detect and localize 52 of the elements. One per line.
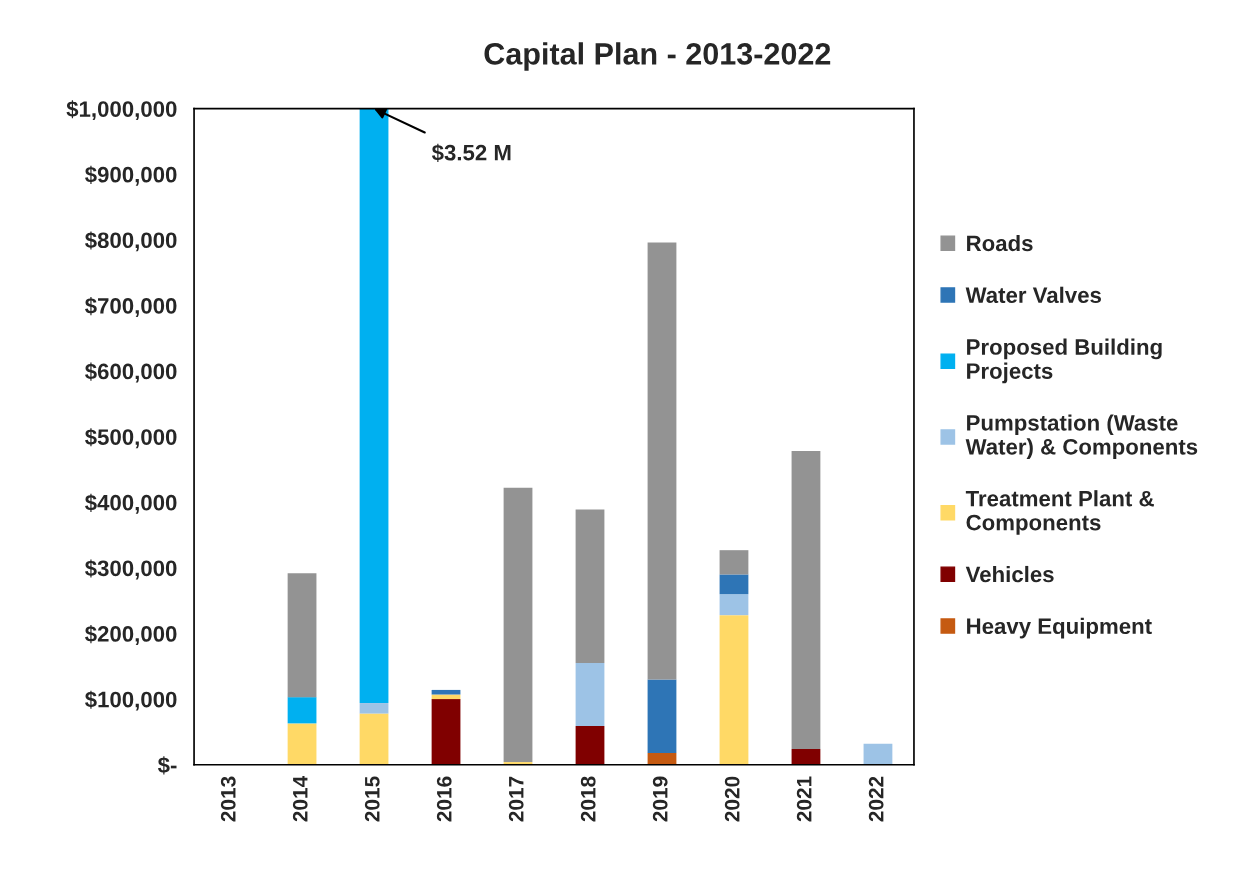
bar — [359, 108, 389, 704]
bar — [359, 713, 389, 765]
y-tick-label: $600,000 — [85, 362, 177, 383]
legend-label: Water Valves — [965, 286, 1101, 304]
legend-label: Proposed Building Projects — [967, 338, 1162, 384]
bar — [359, 703, 389, 714]
x-tick-label: 2016 — [436, 776, 452, 822]
bar — [287, 697, 317, 724]
y-tick-label: $900,000 — [85, 165, 177, 186]
x-tick-label: 2015 — [364, 776, 380, 822]
x-tick-label: 2013 — [220, 776, 236, 822]
chart-title: Capital Plan - 2013-2022 — [484, 42, 831, 71]
y-tick-label: $- — [157, 756, 177, 775]
bar — [287, 573, 317, 698]
x-tick-label: 2018 — [580, 776, 596, 822]
bar — [791, 748, 821, 765]
bar — [503, 487, 533, 763]
x-tick-label: 2019 — [652, 776, 668, 822]
annotation: $3.52 M — [431, 143, 511, 162]
bar — [791, 451, 821, 749]
bar — [575, 663, 605, 727]
x-tick-label: 2020 — [724, 776, 740, 822]
bar — [647, 242, 677, 680]
bar — [431, 689, 461, 695]
bar — [719, 615, 749, 765]
y-tick-label: $400,000 — [85, 493, 177, 514]
y-tick-label: $800,000 — [85, 231, 177, 252]
bar — [719, 550, 749, 575]
bar — [647, 752, 677, 765]
y-tick-label: $700,000 — [85, 297, 177, 317]
bar — [647, 679, 677, 753]
bar — [863, 743, 893, 765]
y-tick-label: $1,000,000 — [66, 100, 177, 121]
x-tick-label: 2017 — [508, 776, 524, 822]
bar — [431, 699, 461, 765]
legend-label: Treatment Plant & Components — [965, 490, 1154, 535]
x-tick-label: 2014 — [292, 775, 308, 822]
bar — [719, 594, 749, 616]
x-tick-label: 2021 — [796, 776, 812, 822]
x-tick-label: 2022 — [868, 776, 884, 822]
bar — [287, 723, 317, 765]
y-tick-label: $300,000 — [85, 559, 177, 580]
bar — [575, 726, 605, 765]
legend-label: Heavy Equipment — [967, 617, 1152, 639]
legend-label: Pumpstation (Waste Water) & Components — [965, 414, 1198, 460]
legend-label: Roads — [967, 234, 1033, 252]
y-tick-label: $500,000 — [85, 428, 177, 449]
y-tick-label: $100,000 — [85, 690, 177, 711]
legend-label: Vehicles — [965, 565, 1054, 583]
y-tick-label: $200,000 — [85, 625, 177, 645]
bar — [719, 574, 749, 595]
bar — [575, 509, 605, 664]
